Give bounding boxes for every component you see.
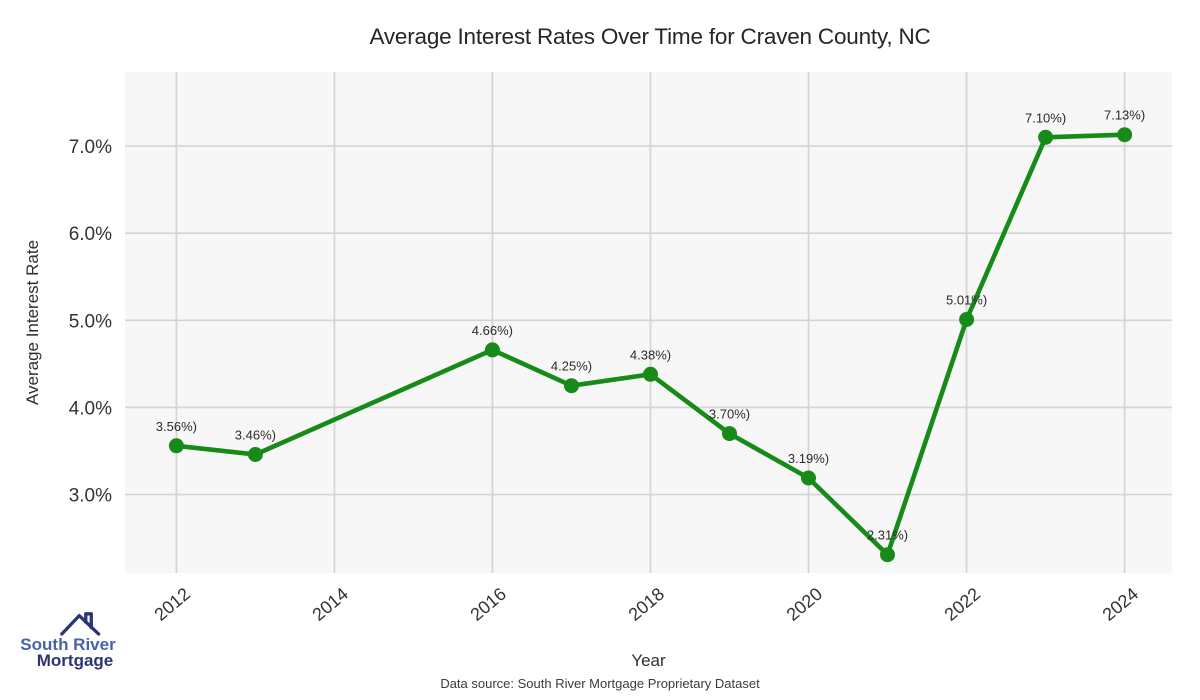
- data-point: [801, 470, 816, 486]
- data-point: [168, 438, 184, 454]
- point-label: 7.13%): [1104, 108, 1145, 123]
- x-tick-label: 2018: [625, 584, 669, 625]
- data-point: [880, 547, 895, 563]
- point-label: 4.38%): [630, 347, 671, 362]
- chart-title: Average Interest Rates Over Time for Cra…: [369, 24, 931, 49]
- y-tick-label: 4.0%: [69, 399, 112, 420]
- x-tick-label: 2014: [308, 584, 352, 625]
- point-label: 2.31%): [867, 528, 908, 543]
- south-river-mortgage-logo: South River Mortgage: [18, 610, 118, 669]
- point-label: 5.01%): [946, 293, 987, 308]
- data-point: [484, 342, 500, 358]
- point-label: 3.70%): [709, 407, 750, 422]
- point-label: 3.19%): [788, 451, 829, 466]
- data-point: [643, 366, 658, 382]
- data-point: [564, 378, 579, 394]
- data-point: [1038, 129, 1054, 145]
- x-tick-label: 2024: [1099, 584, 1143, 625]
- house-roof-icon: [60, 612, 101, 636]
- data-point: [722, 426, 737, 442]
- logo-text-mortgage: Mortgage: [36, 651, 114, 670]
- x-tick-label: 2022: [941, 584, 985, 625]
- point-label: 4.25%): [551, 359, 592, 374]
- data-point: [1117, 127, 1133, 143]
- point-label: 3.56%): [156, 419, 197, 434]
- logo-text-south-river: South River: [20, 635, 116, 654]
- point-label: 3.46%): [235, 428, 276, 443]
- y-tick-label: 6.0%: [69, 224, 112, 245]
- x-axis-label: Year: [631, 651, 666, 670]
- y-tick-label: 5.0%: [69, 311, 112, 332]
- data-point: [247, 447, 263, 462]
- y-tick-label: 3.0%: [69, 486, 112, 507]
- point-label: 7.10%): [1025, 110, 1066, 125]
- data-source-note: Data source: South River Mortgage Propri…: [440, 676, 760, 691]
- x-tick-label: 2012: [150, 584, 194, 625]
- y-axis-label: Average Interest Rate: [23, 240, 42, 405]
- point-label: 4.66%): [472, 323, 513, 338]
- plot-area: [125, 72, 1172, 573]
- data-point: [959, 312, 975, 327]
- x-tick-label: 2016: [466, 584, 510, 625]
- y-tick-label: 7.0%: [69, 137, 112, 158]
- x-tick-label: 2020: [783, 584, 827, 625]
